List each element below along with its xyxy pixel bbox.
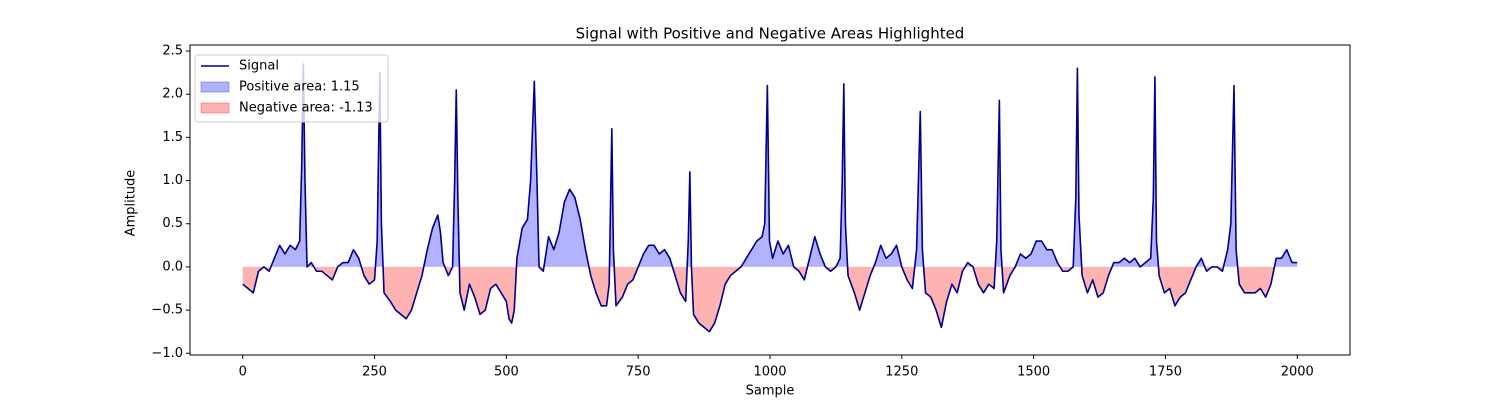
- y-tick-label: 2.5: [162, 44, 183, 59]
- x-tick-label: 1750: [1149, 365, 1182, 380]
- legend-patch: [200, 102, 230, 114]
- x-tick-label: 1500: [1017, 365, 1050, 380]
- legend-box: [194, 54, 389, 123]
- legend-label: Signal: [239, 59, 279, 74]
- y-tick-label: 1.0: [162, 173, 183, 188]
- negative-area: [242, 266, 1298, 332]
- y-tick-label: 0.0: [162, 259, 183, 274]
- x-axis-label: Sample: [746, 384, 795, 399]
- legend-label: Positive area: 1.15: [239, 80, 360, 95]
- x-tick-label: 0: [239, 365, 247, 380]
- y-tick-label: 1.5: [162, 130, 183, 145]
- y-tick-label: −0.5: [151, 303, 183, 318]
- x-tick-label: 2000: [1281, 365, 1314, 380]
- y-tick-label: −1.0: [151, 346, 183, 361]
- x-tick-label: 750: [626, 365, 651, 380]
- chart-title: Signal with Positive and Negative Areas …: [576, 25, 965, 43]
- legend-patch: [200, 81, 230, 93]
- x-tick-label: 250: [362, 365, 387, 380]
- x-tick-label: 500: [494, 365, 519, 380]
- x-tick-label: 1000: [753, 365, 786, 380]
- x-tick-label: 1250: [885, 365, 918, 380]
- y-tick-label: 0.5: [162, 216, 183, 231]
- y-axis-label: Amplitude: [124, 170, 139, 237]
- y-tick-label: 2.0: [162, 87, 183, 102]
- legend-label: Negative area: -1.13: [239, 101, 373, 116]
- signal-line: [242, 63, 1298, 333]
- legend: Signal Positive area: 1.15 Negative area: …: [194, 54, 389, 123]
